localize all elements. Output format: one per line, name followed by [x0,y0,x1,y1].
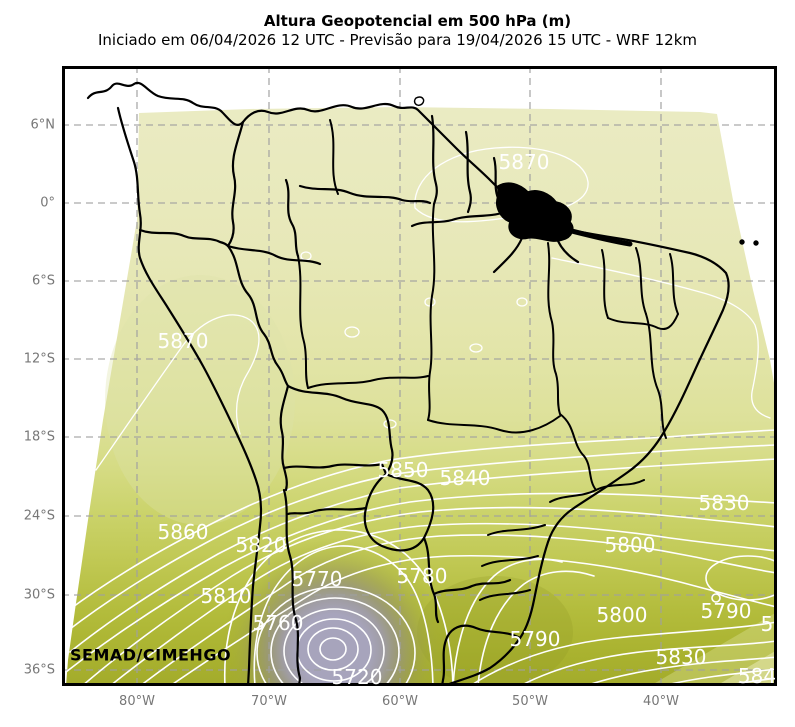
state-borders [297,119,679,601]
page-subtitle: Iniciado em 06/04/2026 12 UTC - Previsão… [97,31,698,49]
amazon-river-mouth [496,182,574,242]
lat-tick-label: 6°S [31,273,55,289]
contour-label: 5790 [700,599,752,623]
credit-watermark: SEMAD/CIMEHGO [70,645,232,665]
geography-layer [86,81,759,686]
contour-lines-layer [65,146,777,686]
map-area: 5870 5870 5850 5840 5860 5820 5830 5800 5810 5770… [62,66,777,686]
domain-fill-layer [66,107,777,686]
lon-tick-label: 50°W [512,694,548,709]
contour-label: 5820 [235,533,287,557]
contour-label: 5770 [291,567,343,591]
lat-tick-label: 12°S [23,351,55,367]
lat-tick-label: 24°S [23,508,55,524]
contour-label: 5790 [509,627,561,651]
contour-label: 5830 [698,491,750,515]
lat-tick-label: 18°S [23,429,55,445]
west-coastline [116,106,263,686]
low-center-shading [221,538,445,686]
lat-tick-label: 30°S [23,587,55,603]
contour-label: 5810 [200,584,252,608]
contour-label: 5760 [252,611,304,635]
lon-tick-label: 80°W [119,694,155,709]
contour-label: 5850 [377,458,429,482]
lon-tick-label: 60°W [382,694,418,709]
contour-label: 5840 [439,466,491,490]
page-title: Altura Geopotencial em 500 hPa (m) [263,12,572,30]
lon-tick-label: 70°W [251,694,287,709]
country-borders [138,114,522,686]
map-frame [62,66,777,686]
contour-label: 5780 [396,564,448,588]
contour-label: 5800 [596,603,648,627]
contour-label: 5870 [498,150,550,174]
lat-tick-label: 6°N [30,117,56,133]
lat-tick-label: 0° [40,195,55,211]
east-coastline [442,226,730,686]
lat-tick-label: 36°S [23,662,55,678]
contour-label: 5870 [157,329,209,353]
contour-label: 5 [760,612,774,636]
north-coastline [86,81,502,192]
map-canvas [62,66,777,686]
contour-label: 5720 [331,665,383,686]
lon-tick-label: 40°W [643,694,679,709]
contour-label: 5800 [604,533,656,557]
contour-label: 5830 [655,645,707,669]
contour-label: 584 [737,664,777,686]
contour-label: 5860 [157,520,209,544]
